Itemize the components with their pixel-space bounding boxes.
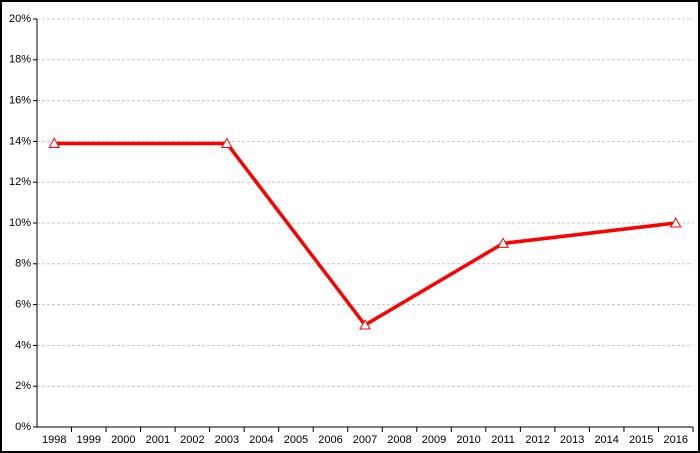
y-tick-label: 0% [15, 421, 31, 433]
x-tick-label: 2004 [249, 434, 273, 446]
x-tick-label: 2010 [456, 434, 480, 446]
x-tick-label: 2013 [560, 434, 584, 446]
y-tick-label: 18% [9, 54, 31, 66]
y-tick-label: 10% [9, 217, 31, 229]
y-tick-label: 12% [9, 176, 31, 188]
x-tick-label: 2008 [387, 434, 411, 446]
x-tick-label: 2011 [491, 434, 515, 446]
x-tick-label: 2006 [318, 434, 342, 446]
point-marker [497, 237, 509, 248]
x-tick-label: 2009 [422, 434, 446, 446]
y-tick-label: 20% [9, 13, 31, 25]
x-tick-label: 2002 [180, 434, 204, 446]
point-marker [359, 318, 371, 330]
point-marker [221, 137, 233, 148]
x-tick-label: 2016 [663, 434, 687, 446]
x-tick-label: 1998 [42, 434, 66, 446]
point-marker [669, 216, 682, 228]
y-tick-label: 16% [9, 95, 31, 107]
y-tick-label: 8% [15, 258, 31, 270]
x-tick-label: 2014 [594, 434, 618, 446]
x-tick-label: 2015 [629, 434, 653, 446]
y-tick-label: 6% [15, 299, 31, 311]
y-tick-label: 4% [15, 339, 31, 351]
x-tick-label: 2001 [146, 434, 170, 446]
x-tick-label: 1999 [77, 434, 101, 446]
x-tick-label: 2007 [353, 434, 377, 446]
y-tick-label: 14% [9, 135, 31, 147]
y-tick-label: 2% [15, 380, 31, 392]
x-tick-label: 2012 [525, 434, 549, 446]
x-tick-label: 2005 [284, 434, 308, 446]
x-tick-label: 2000 [111, 434, 135, 446]
x-tick-label: 2003 [215, 434, 239, 446]
point-marker [48, 137, 61, 148]
